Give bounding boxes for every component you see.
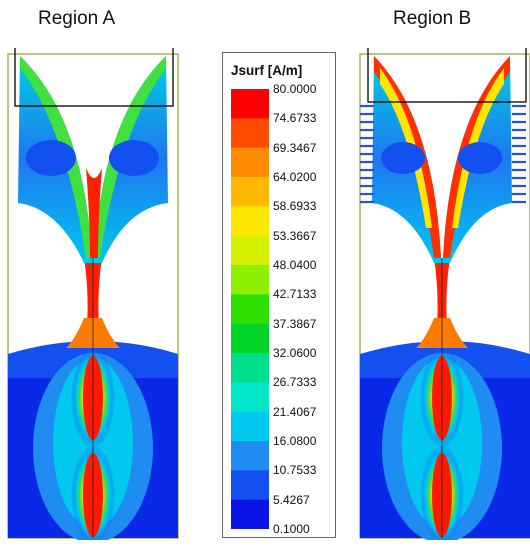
legend-tick-label: 42.7133	[273, 287, 317, 302]
legend-swatch	[231, 323, 269, 354]
legend-tick-label: 21.4067	[273, 404, 317, 419]
legend-color-bar	[231, 89, 269, 529]
legend-tick-label: 10.7533	[273, 463, 317, 478]
legend-swatch	[231, 235, 269, 266]
legend-title: Jsurf [A/m]	[231, 63, 303, 78]
legend-swatch	[231, 470, 269, 501]
legend-swatch	[231, 206, 269, 237]
legend-tick-label: 64.0200	[273, 170, 317, 184]
region-b-field-plot	[359, 48, 530, 540]
legend-tick-label: 58.6933	[273, 199, 317, 214]
legend-swatch	[231, 441, 269, 471]
legend-swatch	[231, 382, 269, 413]
legend-swatch	[231, 411, 269, 442]
legend-tick-label: 53.3667	[273, 228, 317, 243]
legend-tick-label: 69.3467	[273, 140, 317, 155]
legend-tick-label: 0.1000	[273, 522, 310, 536]
legend-swatch	[231, 147, 269, 178]
legend-tick-label: 48.0400	[273, 258, 317, 272]
legend-swatch	[231, 118, 269, 149]
legend-swatch	[231, 177, 269, 207]
legend-tick-label: 26.7333	[273, 375, 317, 390]
region-a-label: Region A	[38, 8, 116, 29]
region-a-field-plot	[7, 48, 179, 540]
legend-swatch	[231, 265, 269, 295]
region-b-label: Region B	[393, 8, 472, 29]
legend-tick-label: 80.0000	[273, 82, 317, 96]
legend-swatch	[231, 353, 269, 383]
legend-tick-label: 5.4267	[273, 492, 310, 507]
legend-swatch	[231, 499, 269, 529]
legend-tick-label: 16.0800	[273, 434, 317, 448]
legend-swatch	[231, 89, 269, 119]
legend-swatch	[231, 294, 269, 325]
color-legend: Jsurf [A/m] 80.0000 74.6733 69.3467 64.0200…	[222, 52, 336, 538]
legend-tick-label: 37.3867	[273, 316, 317, 331]
legend-tick-label: 74.6733	[273, 111, 317, 126]
legend-tick-label: 32.0600	[273, 346, 317, 360]
